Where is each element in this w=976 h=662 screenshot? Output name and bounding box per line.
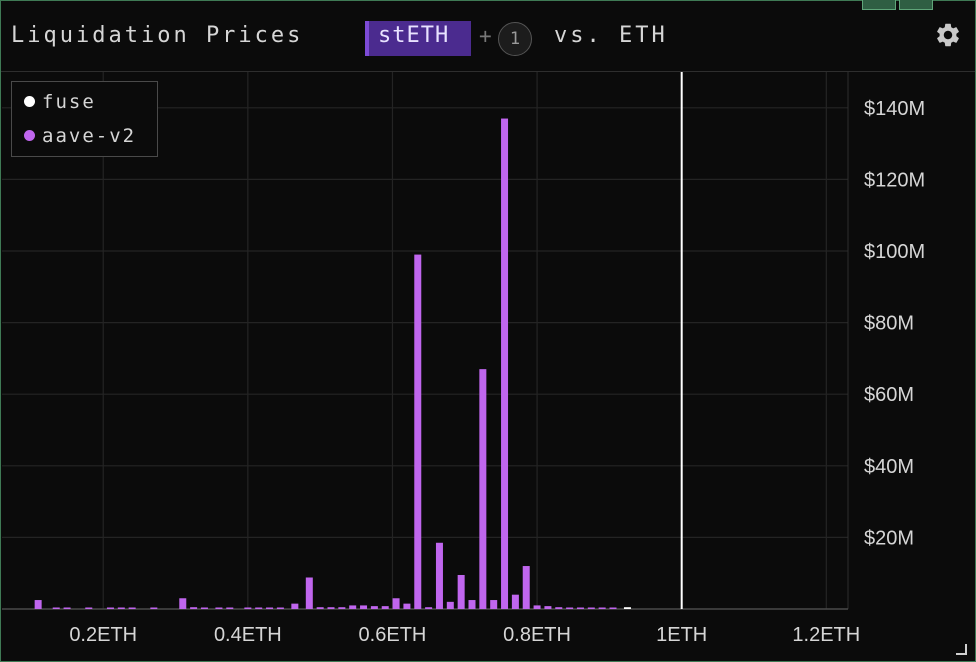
- bar-aave-v2: [226, 607, 234, 609]
- x-tick-label: 0.4ETH: [214, 624, 282, 646]
- bar-aave-v2: [305, 577, 313, 609]
- legend-item-aave-v2[interactable]: aave-v2: [24, 125, 136, 149]
- chart-title: Liquidation Prices: [11, 23, 304, 48]
- bar-aave-v2: [85, 607, 93, 609]
- bar-aave-v2: [598, 607, 606, 609]
- bar-aave-v2: [244, 607, 252, 609]
- x-tick-label: 1ETH: [656, 624, 707, 646]
- bar-aave-v2: [52, 607, 60, 609]
- y-tick-label: $140M: [864, 98, 925, 120]
- x-tick-label: 1.2ETH: [792, 624, 860, 646]
- y-tick-label: $120M: [864, 169, 925, 191]
- bar-aave-v2: [106, 607, 114, 609]
- bar-aave-v2: [370, 606, 378, 609]
- bar-aave-v2: [501, 118, 509, 609]
- bar-aave-v2: [576, 607, 584, 609]
- extra-token-count-badge[interactable]: 1: [498, 22, 532, 56]
- bar-aave-v2: [179, 598, 187, 609]
- bar-aave-v2: [511, 594, 519, 609]
- y-tick-label: $20M: [864, 527, 914, 549]
- bar-aave-v2: [533, 605, 541, 609]
- y-tick-label: $60M: [864, 384, 914, 406]
- bar-aave-v2: [276, 607, 284, 609]
- bar-aave-v2: [117, 607, 125, 609]
- bar-aave-v2: [392, 598, 400, 609]
- x-tick-label: 0.8ETH: [503, 624, 571, 646]
- bar-aave-v2: [291, 603, 299, 609]
- bar-aave-v2: [327, 607, 335, 609]
- bar-fuse: [623, 607, 631, 609]
- bar-aave-v2: [479, 369, 487, 609]
- bar-aave-v2: [63, 607, 71, 609]
- bar-aave-v2: [446, 601, 454, 609]
- token-label[interactable]: stETH: [378, 23, 450, 48]
- bar-aave-v2: [190, 607, 198, 609]
- bar-aave-v2: [566, 607, 574, 609]
- bar-aave-v2: [587, 607, 595, 609]
- vs-label: vs. ETH: [554, 23, 668, 48]
- bar-aave-v2: [544, 606, 552, 609]
- bar-aave-v2: [425, 607, 433, 609]
- bar-aave-v2: [34, 600, 42, 609]
- bar-aave-v2: [266, 607, 274, 609]
- bar-aave-v2: [457, 574, 465, 609]
- legend-label-fuse: fuse: [42, 91, 96, 113]
- bar-aave-v2: [360, 605, 368, 609]
- chart-legend: fuse aave-v2: [11, 81, 158, 157]
- token-selector[interactable]: [365, 21, 471, 56]
- legend-dot-aave-v2: [24, 130, 35, 141]
- bar-aave-v2: [609, 607, 617, 609]
- y-tick-label: $40M: [864, 456, 914, 478]
- bar-aave-v2: [215, 607, 223, 609]
- legend-item-fuse[interactable]: fuse: [24, 91, 96, 115]
- bar-aave-v2: [403, 603, 411, 609]
- chart-header: Liquidation Prices stETH + 1 vs. ETH: [1, 1, 975, 72]
- window-button-right[interactable]: [899, 0, 933, 10]
- legend-label-aave-v2: aave-v2: [42, 125, 137, 147]
- bar-aave-v2: [381, 606, 389, 609]
- bar-aave-v2: [150, 607, 158, 609]
- bar-aave-v2: [490, 600, 498, 609]
- bar-aave-v2: [128, 607, 136, 609]
- bar-aave-v2: [435, 542, 443, 609]
- bar-aave-v2: [349, 605, 357, 609]
- bar-aave-v2: [414, 254, 422, 609]
- bar-aave-v2: [522, 566, 530, 609]
- bar-aave-v2: [338, 607, 346, 609]
- add-token-plus[interactable]: +: [479, 24, 492, 48]
- y-tick-label: $100M: [864, 241, 925, 263]
- bar-aave-v2: [255, 607, 263, 609]
- y-tick-label: $80M: [864, 313, 914, 335]
- gear-icon[interactable]: [934, 21, 962, 49]
- bar-aave-v2: [555, 607, 563, 609]
- bar-aave-v2: [468, 600, 476, 609]
- bar-aave-v2: [316, 607, 324, 609]
- legend-dot-fuse: [24, 96, 35, 107]
- x-tick-label: 0.6ETH: [359, 624, 427, 646]
- x-tick-label: 0.2ETH: [69, 624, 137, 646]
- resize-handle-icon[interactable]: [956, 644, 967, 655]
- bar-aave-v2: [200, 607, 208, 609]
- window-button-left[interactable]: [862, 0, 896, 10]
